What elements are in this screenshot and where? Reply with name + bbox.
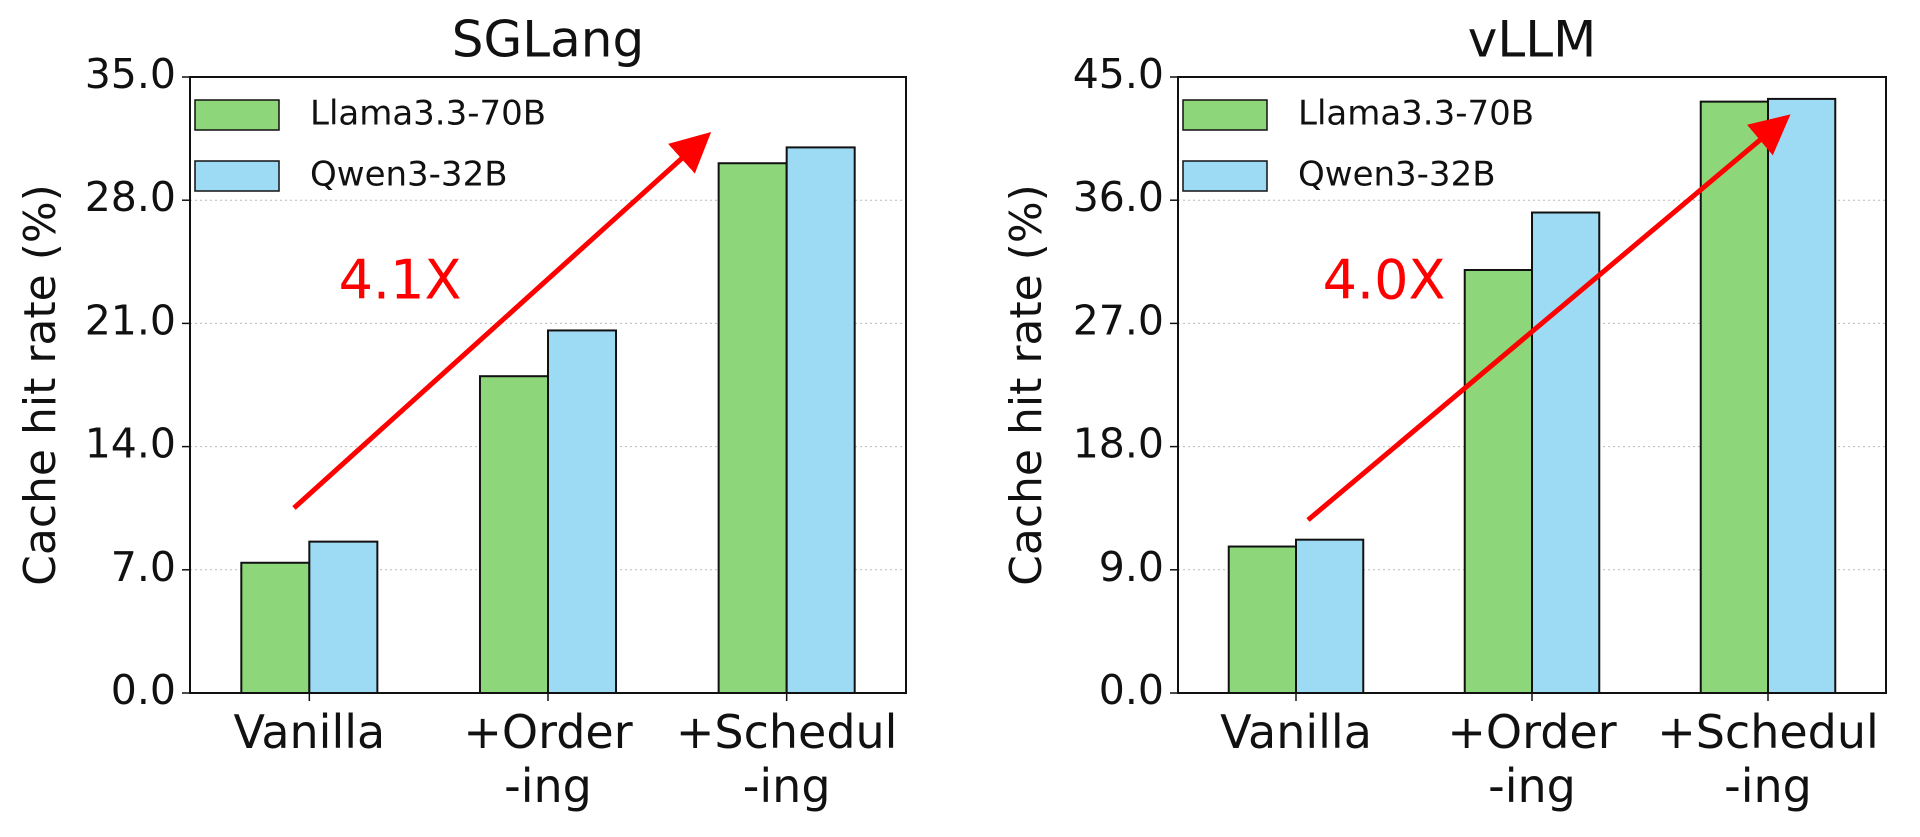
x-tick-label: +Order -ing bbox=[1447, 705, 1617, 813]
bar bbox=[478, 375, 550, 694]
chart-title: SGLang bbox=[452, 11, 644, 69]
bar bbox=[1463, 269, 1533, 694]
bar bbox=[1295, 538, 1365, 694]
legend-label: Qwen3-32B bbox=[310, 155, 508, 195]
legend-swatch bbox=[1182, 99, 1268, 131]
bar bbox=[308, 540, 379, 695]
y-tick-label: 27.0 bbox=[1073, 296, 1164, 344]
bar bbox=[547, 329, 618, 694]
y-tick-label: 45.0 bbox=[1073, 50, 1164, 98]
x-tick-label: Vanilla bbox=[233, 705, 386, 759]
y-tick-label: 18.0 bbox=[1073, 420, 1164, 468]
x-tick-label: +Schedul -ing bbox=[1657, 705, 1879, 813]
x-tick-label: Vanilla bbox=[1220, 705, 1372, 759]
bar bbox=[1531, 211, 1601, 695]
plot-frame bbox=[189, 76, 907, 694]
y-tick-label: 0.0 bbox=[1099, 666, 1164, 714]
legend-swatch bbox=[194, 99, 280, 131]
trend-arrow bbox=[292, 131, 712, 510]
legend-swatch bbox=[1182, 160, 1268, 192]
y-axis-label: Cache hit rate (%) bbox=[15, 184, 66, 586]
chart-title: vLLM bbox=[1468, 11, 1596, 69]
annotation: 4.0X bbox=[1323, 249, 1446, 312]
bar bbox=[1767, 97, 1837, 694]
bar bbox=[240, 561, 311, 695]
annotation: 4.1X bbox=[339, 249, 462, 312]
y-axis-label: Cache hit rate (%) bbox=[1001, 184, 1052, 586]
x-tick-label: +Schedul -ing bbox=[675, 705, 898, 813]
bar bbox=[717, 162, 788, 695]
y-tick-label: 7.0 bbox=[111, 543, 176, 591]
y-tick-label: 14.0 bbox=[85, 420, 176, 468]
y-tick-label: 36.0 bbox=[1073, 173, 1164, 221]
legend-label: Llama3.3-70B bbox=[310, 94, 546, 134]
y-tick-label: 35.0 bbox=[85, 50, 176, 98]
bar bbox=[785, 146, 856, 694]
bar bbox=[1227, 545, 1297, 694]
y-tick-label: 0.0 bbox=[111, 666, 176, 714]
x-tick-label: +Order -ing bbox=[463, 705, 633, 813]
y-tick-label: 9.0 bbox=[1099, 543, 1164, 591]
y-tick-label: 28.0 bbox=[85, 173, 176, 221]
plot-frame bbox=[1177, 76, 1887, 694]
legend-label: Qwen3-32B bbox=[1298, 155, 1496, 195]
legend-label: Llama3.3-70B bbox=[1298, 94, 1534, 134]
y-tick-label: 21.0 bbox=[85, 296, 176, 344]
trend-arrow bbox=[1306, 114, 1791, 522]
legend-swatch bbox=[194, 160, 280, 192]
bar bbox=[1699, 100, 1769, 694]
